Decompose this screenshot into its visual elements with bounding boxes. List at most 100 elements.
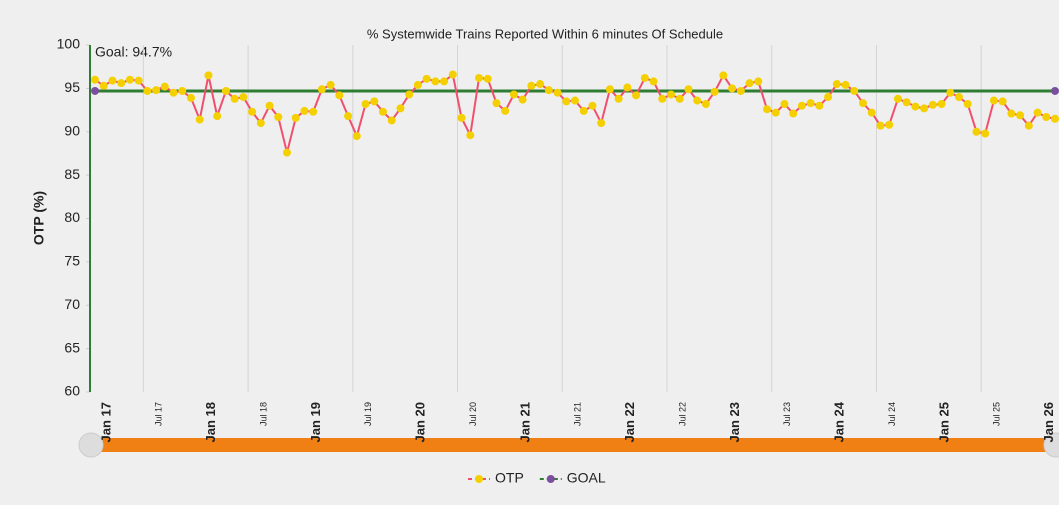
- x-tick-label: Jan 19: [308, 402, 323, 442]
- otp-point: [920, 104, 929, 113]
- otp-point: [440, 77, 449, 86]
- otp-point: [614, 94, 623, 103]
- otp-point: [370, 97, 379, 106]
- y-tick-label: 75: [64, 253, 80, 269]
- otp-point: [204, 71, 213, 80]
- otp-point: [605, 85, 614, 94]
- y-axis-label: OTP (%): [31, 191, 47, 245]
- x-tick-label: Jan 23: [727, 402, 742, 442]
- otp-point: [317, 85, 326, 94]
- otp-point: [265, 101, 274, 110]
- otp-point: [160, 82, 169, 91]
- otp-point: [797, 101, 806, 110]
- otp-point: [632, 91, 641, 100]
- otp-point: [405, 90, 414, 99]
- otp-point: [134, 76, 143, 85]
- otp-point: [143, 86, 152, 95]
- x-tick-label: Jul 17: [154, 402, 164, 426]
- otp-point: [335, 91, 344, 100]
- otp-point: [509, 90, 518, 99]
- otp-point: [117, 79, 126, 88]
- otp-point: [125, 75, 134, 84]
- slider-handle[interactable]: [78, 432, 104, 458]
- otp-point: [885, 120, 894, 129]
- otp-point: [379, 107, 387, 116]
- x-tick-label: Jul 25: [992, 402, 1002, 426]
- otp-point: [274, 113, 283, 122]
- otp-point: [946, 88, 955, 97]
- background-gap: [0, 505, 330, 519]
- otp-point: [571, 96, 579, 105]
- otp-point: [187, 93, 195, 102]
- y-tick-label: 60: [64, 383, 80, 399]
- slider-handle[interactable]: [1043, 432, 1059, 458]
- legend-marker: [546, 475, 555, 483]
- otp-point: [457, 113, 466, 122]
- x-tick-label: Jan 17: [98, 402, 113, 442]
- chart-title: % Systemwide Trains Reported Within 6 mi…: [367, 26, 723, 41]
- otp-point: [1051, 114, 1059, 123]
- x-tick-label: Jan 18: [203, 402, 218, 442]
- otp-point: [518, 95, 527, 104]
- otp-point: [483, 74, 492, 83]
- range-slider[interactable]: [90, 438, 1059, 452]
- otp-point: [902, 98, 911, 107]
- otp-point: [867, 108, 876, 117]
- y-tick-label: 70: [64, 296, 80, 312]
- otp-point: [806, 99, 815, 108]
- otp-point: [213, 112, 222, 121]
- x-tick-label: Jul 20: [468, 402, 478, 426]
- otp-point: [832, 80, 841, 89]
- otp-point: [300, 106, 309, 115]
- x-tick-label: Jul 22: [677, 402, 687, 426]
- x-tick-label: Jul 23: [782, 402, 792, 426]
- otp-point: [1007, 109, 1016, 118]
- otp-point: [859, 99, 867, 108]
- otp-point: [824, 93, 833, 102]
- y-tick-label: 95: [64, 79, 80, 95]
- otp-point: [248, 107, 257, 116]
- otp-point: [1016, 111, 1025, 120]
- otp-point: [169, 88, 178, 97]
- otp-point: [361, 99, 370, 108]
- y-tick-label: 80: [64, 209, 80, 225]
- otp-point: [195, 115, 204, 124]
- otp-point: [955, 93, 963, 102]
- otp-point: [291, 113, 300, 122]
- otp-point: [911, 102, 920, 111]
- otp-point: [1042, 113, 1051, 122]
- otp-point: [701, 99, 710, 108]
- otp-point: [815, 101, 824, 110]
- otp-point: [693, 96, 702, 105]
- otp-point: [553, 88, 562, 97]
- otp-point: [658, 94, 667, 103]
- x-tick-label: Jan 22: [622, 402, 637, 442]
- x-tick-label: Jan 20: [413, 402, 428, 442]
- otp-point: [283, 148, 291, 157]
- y-tick-label: 85: [64, 166, 80, 182]
- legend-label: GOAL: [567, 470, 606, 486]
- otp-point: [754, 77, 763, 86]
- otp-point: [178, 86, 187, 95]
- otp-point: [623, 83, 632, 92]
- otp-point: [230, 94, 239, 103]
- otp-point: [684, 85, 693, 94]
- otp-point: [239, 93, 248, 102]
- legend-marker: [475, 475, 483, 483]
- otp-point: [221, 86, 230, 95]
- otp-point: [448, 70, 457, 79]
- otp-point: [492, 99, 501, 108]
- otp-point: [536, 80, 545, 89]
- x-tick-label: Jul 19: [363, 402, 373, 426]
- otp-point: [387, 116, 396, 125]
- x-tick-label: Jan 25: [936, 402, 951, 442]
- otp-point: [256, 119, 265, 128]
- otp-point: [850, 86, 859, 95]
- y-tick-label: 65: [64, 339, 80, 355]
- otp-point: [736, 86, 745, 95]
- otp-point: [780, 99, 789, 108]
- otp-point: [745, 79, 754, 88]
- legend-label: OTP: [495, 470, 524, 486]
- otp-point: [841, 80, 850, 89]
- otp-point: [963, 99, 972, 108]
